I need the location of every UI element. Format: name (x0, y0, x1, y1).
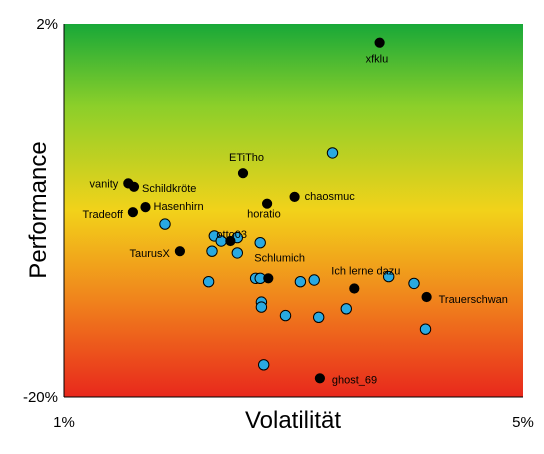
data-points: xfklu ETiTho vanity Schildkröte chaosmuc hora… (83, 37, 508, 386)
data-point-xfklu (374, 37, 385, 48)
data-point-ghost_69 (314, 373, 325, 384)
data-point (255, 301, 268, 313)
data-point (202, 276, 215, 288)
data-point (258, 359, 270, 371)
data-label: Schlumich (254, 252, 305, 264)
data-label: TaurusX (130, 248, 171, 260)
data-point-ich-lerne-dazu (349, 283, 360, 294)
y-axis-title: Performance (25, 141, 52, 278)
data-point-chaosmuc (289, 191, 300, 202)
data-point-otto03 (225, 235, 236, 247)
x-axis-title: Volatilität (245, 407, 341, 434)
data-point-hasenhirn (140, 202, 151, 213)
data-point-trauerschwan (421, 291, 432, 303)
data-point-taurusx (174, 246, 185, 257)
data-point (159, 218, 171, 230)
data-label: Ich lerne dazu (331, 266, 400, 278)
data-point (279, 309, 292, 322)
data-point (254, 237, 266, 249)
data-point (313, 311, 325, 323)
data-point-schildkröte (128, 181, 140, 192)
data-label: Tradeoff (83, 209, 124, 221)
data-point (340, 303, 352, 315)
data-point-schlumich (263, 273, 274, 284)
x-tick-label-left: 1% (53, 414, 75, 431)
y-tick-label-bottom: -20% (23, 389, 58, 406)
data-point (326, 147, 339, 159)
data-point (383, 270, 395, 283)
data-label: xfklu (366, 54, 389, 66)
data-point (308, 274, 320, 286)
data-point-horatio (262, 198, 273, 209)
data-label: ETiTho (229, 152, 264, 164)
x-tick-label-right: 5% (512, 414, 534, 431)
data-point (419, 323, 432, 335)
data-label: otto03 (216, 229, 247, 241)
y-tick-label-top: 2% (36, 16, 58, 33)
data-point (231, 247, 244, 259)
data-point-tradeoff (127, 207, 138, 218)
data-label: ghost_69 (332, 374, 377, 386)
data-label: vanity (90, 178, 119, 190)
data-label: Trauerschwan (439, 294, 508, 306)
data-point-etitho (237, 168, 249, 179)
data-point (206, 245, 218, 257)
plot-area (64, 24, 523, 397)
data-label: chaosmuc (305, 191, 356, 203)
data-label: horatio (247, 209, 281, 221)
data-label: Hasenhirn (154, 201, 204, 213)
data-label: Schildkröte (142, 183, 196, 195)
data-point (408, 277, 420, 290)
data-point (294, 276, 307, 288)
